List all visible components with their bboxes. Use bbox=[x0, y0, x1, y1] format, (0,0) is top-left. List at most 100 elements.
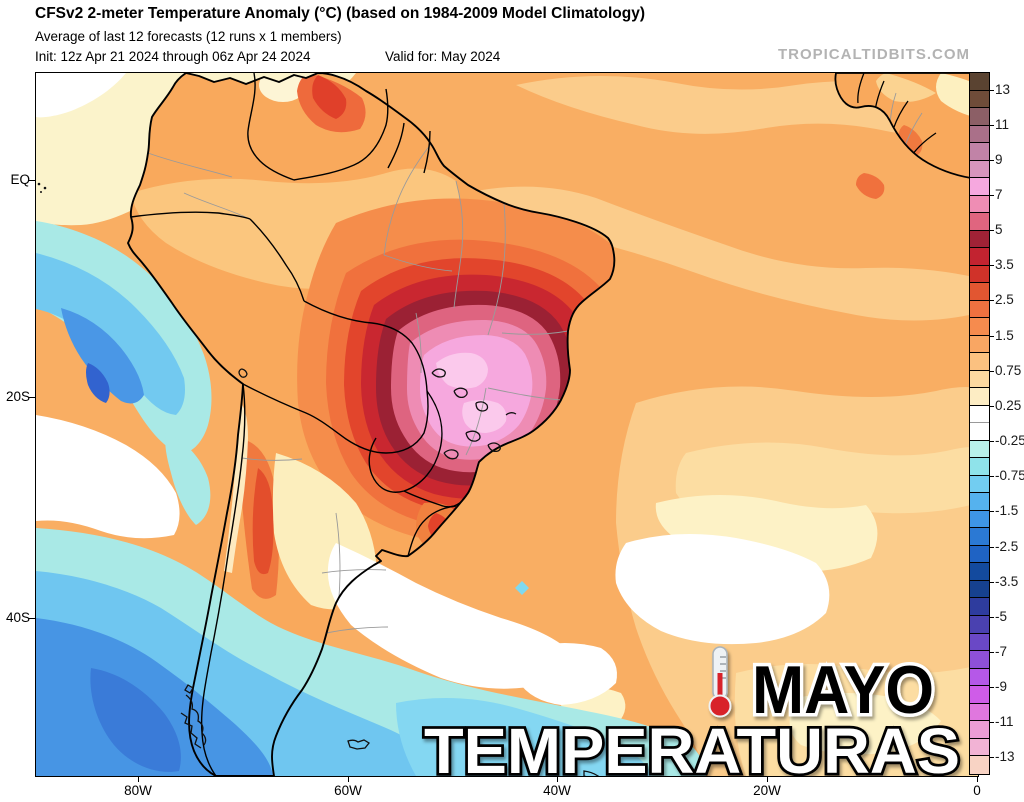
colorbar-tick bbox=[990, 476, 994, 478]
valid-time-label: Valid for: May 2024 bbox=[385, 49, 501, 64]
thermometer-icon bbox=[708, 646, 732, 718]
lat-label: 20S bbox=[5, 389, 30, 404]
colorbar-segment bbox=[970, 213, 989, 231]
colorbar-segment bbox=[970, 370, 989, 389]
colorbar-segment bbox=[970, 668, 989, 687]
colorbar-segment bbox=[970, 108, 989, 126]
forecast-subtitle: Average of last 12 forecasts (12 runs x … bbox=[35, 29, 342, 44]
colorbar-segment bbox=[970, 458, 989, 476]
colorbar-tick-label: -3.5 bbox=[995, 573, 1019, 589]
lat-label: 40S bbox=[5, 610, 30, 625]
lon-label: 0 bbox=[973, 783, 981, 798]
colorbar-tick bbox=[990, 546, 994, 548]
month-caption: MAYO bbox=[752, 652, 934, 728]
tropicaltidbits-watermark: TROPICALTIDBITS.COM bbox=[777, 46, 970, 63]
colorbar-tick-label: -11 bbox=[995, 714, 1014, 730]
colorbar-tick bbox=[990, 581, 994, 583]
anomaly-map-canvas: MAYO TEMPERATURAS bbox=[36, 73, 978, 776]
colorbar-tick-label: -9 bbox=[995, 679, 1008, 695]
colorbar-segment bbox=[970, 90, 989, 109]
lon-tick bbox=[557, 776, 559, 782]
ocean-layer bbox=[36, 73, 978, 776]
colorbar-segment bbox=[970, 598, 989, 616]
lat-label: EQ bbox=[10, 172, 30, 187]
colorbar-tick-label: -2.5 bbox=[995, 538, 1019, 554]
colorbar-tick bbox=[990, 616, 994, 618]
colorbar-tick-label: -7 bbox=[995, 643, 1008, 659]
colorbar-tick bbox=[990, 195, 994, 197]
colorbar-segment bbox=[970, 615, 989, 634]
colorbar-segment bbox=[970, 563, 989, 581]
colorbar-tick bbox=[990, 300, 994, 302]
init-time-label: Init: 12z Apr 21 2024 through 06z Apr 24… bbox=[35, 49, 311, 64]
colorbar-tick bbox=[990, 511, 994, 513]
lat-tick bbox=[29, 618, 35, 620]
state-borders bbox=[147, 143, 569, 634]
colorbar-tick bbox=[990, 89, 994, 91]
colorbar-tick bbox=[990, 230, 994, 232]
colorbar-tick bbox=[990, 370, 994, 372]
colorbar-segment bbox=[970, 493, 989, 511]
colorbar-tick bbox=[990, 124, 994, 126]
lon-tick bbox=[138, 776, 140, 782]
colorbar-segment bbox=[970, 440, 989, 459]
colorbar-tick bbox=[990, 335, 994, 337]
lon-tick bbox=[767, 776, 769, 782]
colorbar-segment bbox=[970, 405, 989, 424]
lon-label: 60W bbox=[334, 783, 362, 798]
colorbar-segment bbox=[970, 143, 989, 161]
temperaturas-caption: TEMPERATURAS bbox=[424, 715, 960, 776]
colorbar-tick bbox=[990, 722, 994, 724]
colorbar-tick-label: -13 bbox=[995, 749, 1015, 765]
colorbar-segment bbox=[970, 756, 989, 774]
colorbar-tick-label: 0.75 bbox=[995, 362, 1022, 378]
lon-label: 40W bbox=[543, 783, 571, 798]
colorbar-tick-label: 13 bbox=[995, 81, 1011, 97]
colorbar-tick-label: -0.75 bbox=[995, 468, 1024, 484]
lat-tick bbox=[29, 180, 35, 182]
colorbar-segment bbox=[970, 125, 989, 144]
colorbar-tick bbox=[990, 265, 994, 267]
lon-tick bbox=[348, 776, 350, 782]
colorbar-segment bbox=[970, 423, 989, 441]
colorbar-tick-label: 0.25 bbox=[995, 397, 1022, 413]
colorbar-segment bbox=[970, 703, 989, 722]
colorbar-tick bbox=[990, 687, 994, 689]
map-frame: MAYO TEMPERATURAS bbox=[35, 72, 979, 777]
colorbar-tick-label: -1.5 bbox=[995, 503, 1019, 519]
hydro-scribbles bbox=[180, 368, 600, 776]
colorbar-segment bbox=[970, 738, 989, 757]
colorbar-segment bbox=[970, 686, 989, 704]
colorbar-segment bbox=[970, 283, 989, 301]
colorbar-segment bbox=[970, 335, 989, 354]
colorbar-tick-label: -5 bbox=[995, 608, 1008, 624]
colorbar-segment bbox=[970, 300, 989, 319]
colorbar-segment bbox=[970, 633, 989, 652]
colorbar-tick-label: -0.25 bbox=[995, 433, 1024, 449]
colorbar-tick bbox=[990, 441, 994, 443]
colorbar bbox=[969, 72, 990, 775]
page-title: CFSv2 2-meter Temperature Anomaly (°C) (… bbox=[35, 5, 645, 22]
colorbar-tick-label: 11 bbox=[995, 116, 1010, 132]
lon-label: 20W bbox=[753, 783, 781, 798]
colorbar-tick-label: 5 bbox=[995, 222, 1003, 238]
colorbar-tick bbox=[990, 651, 994, 653]
colorbar-segment bbox=[970, 195, 989, 214]
colorbar-segment bbox=[970, 510, 989, 529]
colorbar-tick bbox=[990, 159, 994, 161]
colorbar-tick-label: 2.5 bbox=[995, 292, 1014, 308]
colorbar-segment bbox=[970, 160, 989, 179]
colorbar-segment bbox=[970, 721, 989, 739]
lon-tick bbox=[977, 776, 979, 782]
colorbar-segment bbox=[970, 230, 989, 249]
lat-tick bbox=[29, 397, 35, 399]
lon-label: 80W bbox=[124, 783, 152, 798]
colorbar-segment bbox=[970, 545, 989, 564]
galapagos-islands bbox=[37, 182, 47, 193]
caption-overlay: MAYO TEMPERATURAS bbox=[421, 646, 963, 776]
colorbar-segment bbox=[970, 580, 989, 599]
colorbar-segment bbox=[970, 651, 989, 669]
colorbar-segment bbox=[970, 73, 989, 91]
colorbar-tick-label: 1.5 bbox=[995, 327, 1014, 343]
colorbar-segment bbox=[970, 388, 989, 406]
